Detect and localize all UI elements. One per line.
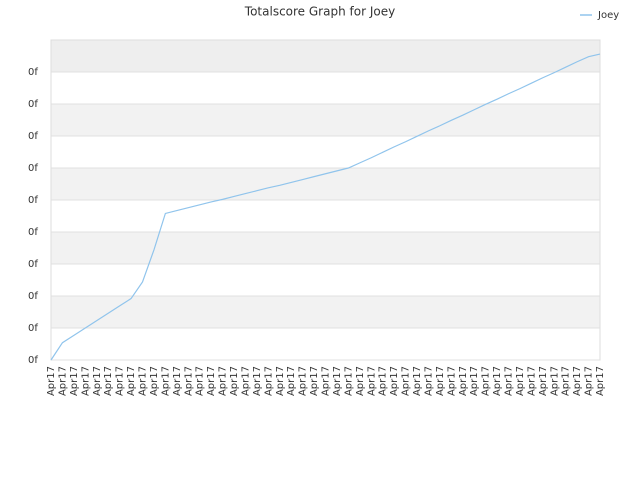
series-line: [50, 53, 601, 361]
x-tick-label: Apr17: [103, 366, 114, 396]
x-tick-label: Apr17: [481, 366, 492, 396]
x-tick-label: Apr17: [538, 366, 549, 396]
plot-band: [51, 168, 600, 200]
x-tick-label: Apr17: [343, 366, 354, 396]
x-tick-label: Apr17: [355, 366, 366, 396]
y-tick-label: 0f: [28, 259, 38, 270]
y-tick-label: 0f: [28, 131, 38, 142]
x-tick-label: Apr17: [69, 366, 80, 396]
x-tick-label: Apr17: [401, 366, 412, 396]
y-tick-label: 0f: [28, 227, 38, 238]
legend-label: Joey: [597, 10, 619, 21]
y-tick-label: 0f: [28, 323, 38, 334]
x-tick-label: Apr17: [46, 366, 57, 396]
x-tick-label: Apr17: [549, 366, 560, 396]
y-tick-label: 0f: [28, 67, 38, 78]
x-tick-label: Apr17: [149, 366, 160, 396]
x-tick-label: Apr17: [469, 366, 480, 396]
x-tick-label: Apr17: [446, 366, 457, 396]
x-tick-label: Apr17: [160, 366, 171, 396]
x-tick-label: Apr17: [584, 366, 595, 396]
x-tick-label: Apr17: [286, 366, 297, 396]
x-tick-label: Apr17: [378, 366, 389, 396]
x-tick-label: Apr17: [515, 366, 526, 396]
x-tick-label: Apr17: [321, 366, 332, 396]
x-tick-label: Apr17: [423, 366, 434, 396]
plot-band: [51, 296, 600, 328]
plot-band: [51, 104, 600, 136]
x-tick-label: Apr17: [492, 366, 503, 396]
y-tick-label: 0f: [28, 99, 38, 110]
x-tick-label: Apr17: [572, 366, 583, 396]
x-tick-label: Apr17: [526, 366, 537, 396]
x-tick-label: Apr17: [412, 366, 423, 396]
x-tick-label: Apr17: [126, 366, 137, 396]
plot-band: [51, 232, 600, 264]
x-tick-label: Apr17: [595, 366, 606, 396]
x-tick-label: Apr17: [389, 366, 400, 396]
x-tick-label: Apr17: [195, 366, 206, 396]
x-tick-label: Apr17: [332, 366, 343, 396]
x-tick-label: Apr17: [57, 366, 68, 396]
x-tick-label: Apr17: [218, 366, 229, 396]
x-tick-label: Apr17: [92, 366, 103, 396]
x-tick-label: Apr17: [366, 366, 377, 396]
x-tick-label: Apr17: [138, 366, 149, 396]
x-tick-label: Apr17: [252, 366, 263, 396]
y-tick-label: 0f: [28, 163, 38, 174]
x-tick-label: Apr17: [172, 366, 183, 396]
x-tick-label: Apr17: [229, 366, 240, 396]
chart-title: Totalscore Graph for Joey: [244, 5, 395, 19]
x-tick-label: Apr17: [206, 366, 217, 396]
x-tick-label: Apr17: [309, 366, 320, 396]
x-tick-label: Apr17: [435, 366, 446, 396]
x-tick-label: Apr17: [263, 366, 274, 396]
x-tick-label: Apr17: [80, 366, 91, 396]
plot-band: [51, 40, 600, 72]
x-tick-label: Apr17: [298, 366, 309, 396]
x-tick-label: Apr17: [240, 366, 251, 396]
y-tick-label: 0f: [28, 195, 38, 206]
y-tick-label: 0f: [28, 291, 38, 302]
x-tick-label: Apr17: [561, 366, 572, 396]
x-tick-label: Apr17: [115, 366, 126, 396]
x-tick-label: Apr17: [183, 366, 194, 396]
x-tick-label: Apr17: [458, 366, 469, 396]
x-tick-label: Apr17: [504, 366, 515, 396]
y-tick-label: 0f: [28, 355, 38, 366]
x-tick-label: Apr17: [275, 366, 286, 396]
